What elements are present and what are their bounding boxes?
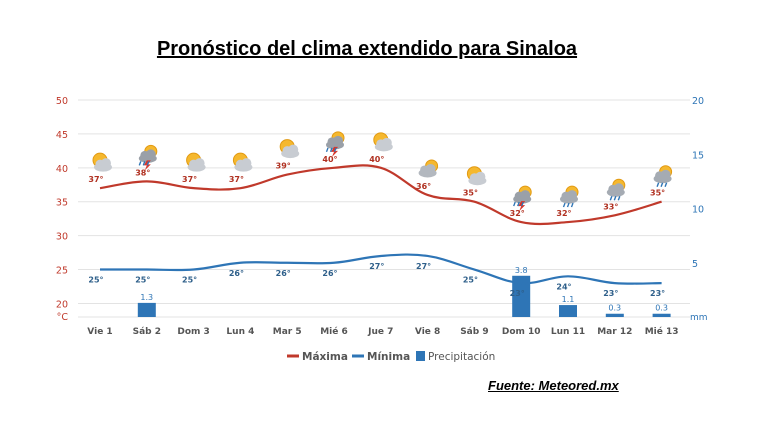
y-left-tick-label: 25 — [56, 266, 68, 277]
legend-min: Mínima — [352, 351, 410, 363]
x-tick-label: Lun 4 — [226, 327, 254, 337]
min-temp-label: 27° — [416, 262, 431, 271]
source-note: Fuente: Meteored.mx — [488, 378, 619, 393]
legend-precip: Precipitación — [416, 351, 495, 363]
weather-sun-cloud-icon — [186, 152, 206, 172]
y-left-unit: °C — [57, 312, 69, 323]
max-temp-label: 33° — [603, 202, 618, 211]
max-temp-label: 32° — [556, 209, 571, 218]
precip-bar — [605, 313, 624, 317]
min-temp-label: 24° — [556, 282, 571, 291]
weather-storm-icon — [138, 144, 158, 171]
weather-sun-cloud-icon — [466, 166, 487, 186]
y-left-tick-label: 20 — [56, 299, 68, 310]
min-temp-label: 25° — [182, 276, 197, 285]
precip-label: 1.3 — [140, 293, 153, 302]
x-tick-label: Mar 5 — [273, 327, 302, 337]
x-tick-label: Lun 11 — [551, 327, 585, 337]
weather-sun-cloud-icon — [279, 139, 300, 159]
chart-title: Pronóstico del clima extendido para Sina… — [156, 38, 578, 60]
precip-label: 0.3 — [655, 304, 668, 313]
max-temp-label: 38° — [135, 168, 150, 177]
x-tick-label: Jue 7 — [367, 327, 393, 337]
precip-bar — [559, 305, 577, 317]
y-left-tick-label: 50 — [56, 96, 68, 107]
precip-bar — [512, 275, 531, 317]
min-temp-label: 26° — [229, 269, 244, 278]
min-temp-label: 23° — [603, 289, 618, 298]
min-temp-label: 25° — [88, 276, 103, 285]
legend-label: Máxima — [302, 351, 348, 363]
min-temp-label: 26° — [276, 269, 291, 278]
max-temp-label: 39° — [276, 162, 291, 171]
weather-sun-cloud-icon — [232, 152, 253, 172]
precip-bar — [652, 313, 671, 317]
x-tick-label: Vie 8 — [415, 327, 440, 337]
weather-rain-icon — [560, 185, 579, 208]
precip-label: 3.8 — [515, 266, 528, 275]
legend-swatch — [416, 351, 425, 361]
min-temp-line — [100, 253, 662, 285]
max-temp-label: 37° — [88, 175, 103, 184]
min-temp-label: 25° — [463, 276, 478, 285]
max-temp-label: 36° — [416, 182, 431, 191]
max-temp-label: 40° — [322, 155, 337, 164]
y-right-tick-label: 15 — [692, 150, 704, 161]
max-temp-label: 35° — [463, 189, 478, 198]
x-tick-label: Mié 13 — [645, 326, 679, 337]
weather-storm-icon — [513, 185, 532, 212]
y-right-tick-label: 5 — [692, 259, 698, 270]
max-temp-line — [99, 164, 662, 226]
legend-max: Máxima — [287, 351, 348, 363]
max-temp-label: 37° — [182, 175, 197, 184]
max-temp-label: 35° — [650, 189, 665, 198]
max-temp-label: 40° — [369, 155, 384, 164]
x-tick-label: Mié 6 — [320, 326, 348, 337]
x-tick-label: Mar 12 — [597, 327, 632, 337]
max-temp-label: 32° — [510, 209, 525, 218]
min-temp-label: 23° — [510, 289, 525, 298]
weather-storm-icon — [325, 131, 345, 157]
y-left-tick-label: 45 — [56, 130, 68, 141]
weather-sun-cloud-icon — [373, 132, 393, 152]
legend-label: Precipitación — [428, 351, 495, 363]
weather-rain-icon — [653, 165, 673, 187]
precip-label: 1.1 — [562, 295, 575, 304]
weather-cloudy-icon — [418, 159, 439, 178]
min-temp-label: 25° — [135, 276, 150, 285]
y-right-tick-label: 20 — [692, 96, 704, 107]
weather-rain-icon — [606, 178, 626, 201]
x-tick-label: Sáb 2 — [133, 327, 161, 337]
max-temp-label: 37° — [229, 175, 244, 184]
y-left-tick-label: 40 — [56, 164, 68, 175]
precip-label: 0.3 — [608, 304, 621, 313]
y-left-tick-label: 30 — [56, 232, 68, 243]
x-tick-label: Sáb 9 — [460, 327, 488, 337]
y-right-tick-label: 10 — [692, 205, 704, 216]
min-temp-label: 23° — [650, 289, 665, 298]
y-left-tick-label: 35 — [56, 198, 68, 209]
x-tick-label: Vie 1 — [87, 327, 112, 337]
min-temp-label: 26° — [322, 269, 337, 278]
weather-sun-cloud-icon — [92, 152, 112, 172]
precip-bar — [137, 302, 156, 317]
legend-label: Mínima — [367, 351, 410, 363]
min-temp-label: 27° — [369, 262, 384, 271]
x-tick-label: Dom 10 — [502, 327, 541, 337]
x-tick-label: Dom 3 — [177, 327, 209, 337]
y-right-unit: mm — [690, 313, 708, 323]
